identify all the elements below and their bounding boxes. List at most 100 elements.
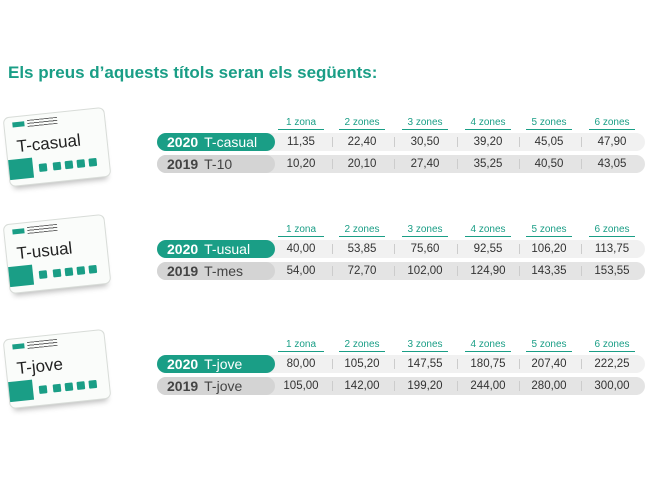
fare-row-2020: 2020 T-usual 40,00 53,85 75,60 92,55 106,20 113… [157,240,645,258]
price: 45,05 [534,136,564,148]
card-name: T-jove [15,354,64,379]
price: 142,00 [344,380,380,392]
price: 35,25 [473,158,503,170]
transport-icon [88,379,98,389]
logo-text [27,338,58,349]
fare-row-2019: 2019 T-mes 54,00 72,70 102,00 124,90 143,35 153… [157,262,645,280]
divider [518,359,520,369]
transport-icon [88,264,98,274]
price: 143,35 [531,265,567,277]
fare-name: T-jove [204,356,243,372]
divider [456,359,458,369]
transport-icon [76,381,86,390]
price: 30,50 [410,136,440,148]
tmb-logo-icon [12,343,25,350]
price: 39,20 [473,136,503,148]
fare-section: T-usual 1 zona 2 zones 3 zones 4 zones 5 zon… [0,213,650,315]
fare-label: 2020 T-usual [157,240,275,258]
transport-icon [76,266,86,275]
zone-header: 3 zones [402,117,448,130]
divider [456,266,458,276]
zone-header: 5 zones [526,339,572,352]
price: 244,00 [470,380,506,392]
price: 47,90 [597,136,627,148]
fare-row-2019: 2019 T-jove 105,00 142,00 199,20 244,00 280,00… [157,377,645,395]
divider [580,244,582,254]
zone-header: 1 zona [278,117,324,130]
divider [518,266,520,276]
zone-header: 3 zones [402,224,448,237]
zone-header: 1 zona [278,339,324,352]
divider [331,266,333,276]
divider [518,244,520,254]
zone-header: 6 zones [589,224,635,237]
price: 105,00 [283,380,319,392]
fare-row-2020: 2020 T-jove 80,00 105,20 147,55 180,75 207,40 2… [157,355,645,373]
divider [393,137,395,147]
fare-name: T-10 [204,156,233,172]
price: 20,10 [347,158,377,170]
price: 43,05 [597,158,627,170]
tmb-logo-icon [12,228,25,235]
divider [580,137,582,147]
price: 180,75 [470,358,506,370]
price: 222,25 [594,358,630,370]
fare-label: 2019 T-jove [157,377,275,395]
price: 40,50 [534,158,564,170]
price: 53,85 [347,243,377,255]
fare-label: 2020 T-jove [157,355,275,373]
travel-card-image: T-jove [2,328,112,410]
divider [518,159,520,169]
page-title: Els preus d’aquests títols seran els seg… [8,63,378,82]
zone-header: 2 zones [339,339,385,352]
transport-icon [88,157,98,167]
price: 92,55 [473,243,503,255]
logo-text [27,223,58,234]
divider [331,137,333,147]
divider [331,359,333,369]
price: 22,40 [347,136,377,148]
divider [393,359,395,369]
fare-name: T-mes [204,263,244,279]
zone-header: 5 zones [526,224,572,237]
zone-header: 3 zones [402,339,448,352]
divider [331,159,333,169]
zone-header: 1 zona [278,224,324,237]
divider [456,137,458,147]
zone-header: 6 zones [589,117,635,130]
zone-header: 5 zones [526,117,572,130]
transport-icon [64,267,74,277]
price: 10,20 [286,158,316,170]
fare-name: T-jove [204,378,243,394]
price: 27,40 [410,158,440,170]
zone-header: 4 zones [465,224,511,237]
divider [331,244,333,254]
divider [393,159,395,169]
divider [393,244,395,254]
transport-icon [38,385,48,394]
divider [331,381,333,391]
card-name: T-casual [15,130,82,157]
card-strip [8,379,35,403]
card-strip [8,157,35,181]
price: 106,20 [531,243,567,255]
transport-icon [64,160,74,170]
divider [580,159,582,169]
fare-name: T-usual [204,241,251,257]
year: 2020 [167,356,199,372]
divider [456,244,458,254]
price: 105,20 [344,358,380,370]
fare-name: T-casual [204,134,258,150]
year: 2019 [167,378,199,394]
zone-header: 2 zones [339,224,385,237]
divider [518,137,520,147]
divider [393,266,395,276]
year: 2019 [167,156,199,172]
zone-header: 4 zones [465,117,511,130]
price: 280,00 [531,380,567,392]
transport-icon [52,268,62,278]
year: 2020 [167,241,199,257]
fare-section: T-casual 1 zona 2 zones 3 zones 4 zones 5 zo… [0,106,650,208]
price: 199,20 [407,380,443,392]
price: 113,75 [594,243,630,255]
